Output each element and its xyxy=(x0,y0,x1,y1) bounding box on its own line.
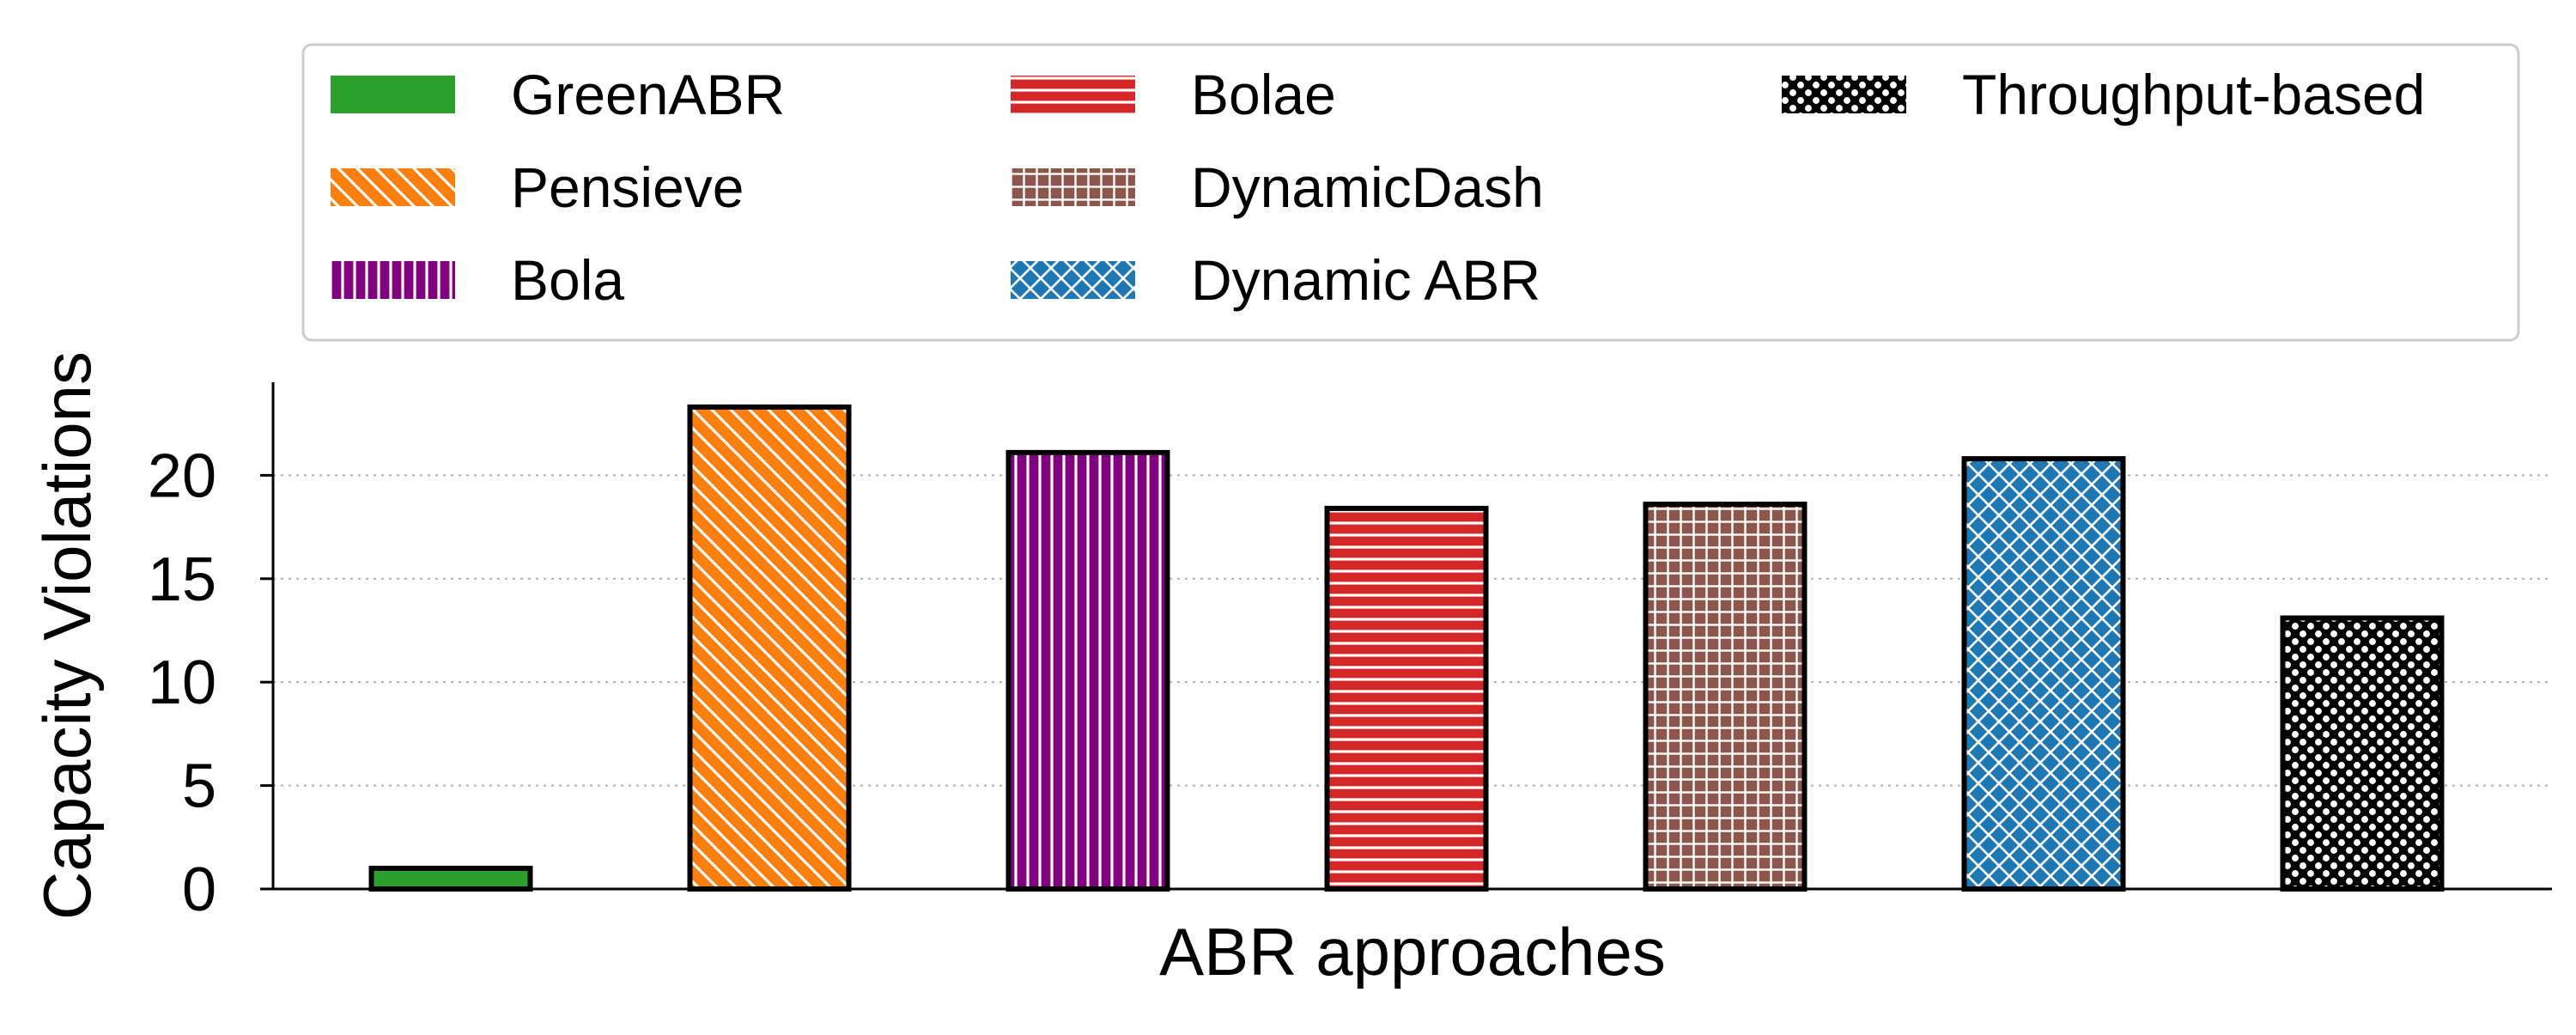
y-tick-label: 0 xyxy=(182,855,216,924)
legend: GreenABR Pensieve Bola Bolae DynamicDash Dyna… xyxy=(301,43,2520,342)
legend-label: Bola xyxy=(511,248,624,312)
bar-dynamic-abr xyxy=(1961,456,2126,892)
legend-swatch xyxy=(331,76,455,113)
legend-swatch xyxy=(331,168,455,206)
y-axis-label: Capacity Violations xyxy=(29,351,105,920)
legend-swatch xyxy=(1782,76,1906,113)
bars xyxy=(368,404,2445,892)
bar-pensieve xyxy=(687,404,852,892)
legend-label: Bolae xyxy=(1191,63,1336,126)
y-axis-ticks: 0 5 10 15 20 xyxy=(148,441,273,924)
x-axis-label: ABR approaches xyxy=(1159,914,1666,989)
legend-swatch xyxy=(1011,168,1135,206)
y-tick-label: 5 xyxy=(182,752,216,821)
legend-swatch xyxy=(1011,76,1135,113)
bar-throughput-based xyxy=(2280,615,2445,892)
legend-swatch xyxy=(331,261,455,299)
legend-label: Pensieve xyxy=(511,155,744,219)
legend-swatch xyxy=(1011,261,1135,299)
legend-label: DynamicDash xyxy=(1191,155,1544,219)
y-tick-label: 20 xyxy=(148,441,216,510)
y-tick-label: 15 xyxy=(148,545,216,614)
legend-label: Throughput-based xyxy=(1962,63,2425,126)
legend-frame xyxy=(301,43,2520,342)
legend-label: Dynamic ABR xyxy=(1191,248,1540,312)
bar-bolae xyxy=(1324,505,1489,892)
y-tick-label: 10 xyxy=(148,648,216,717)
legend-label: GreenABR xyxy=(511,63,785,126)
bar-bola xyxy=(1005,449,1170,892)
bar-greenabr xyxy=(368,865,533,892)
bar-dynamicdash xyxy=(1643,502,1807,892)
gridlines xyxy=(273,474,2552,787)
